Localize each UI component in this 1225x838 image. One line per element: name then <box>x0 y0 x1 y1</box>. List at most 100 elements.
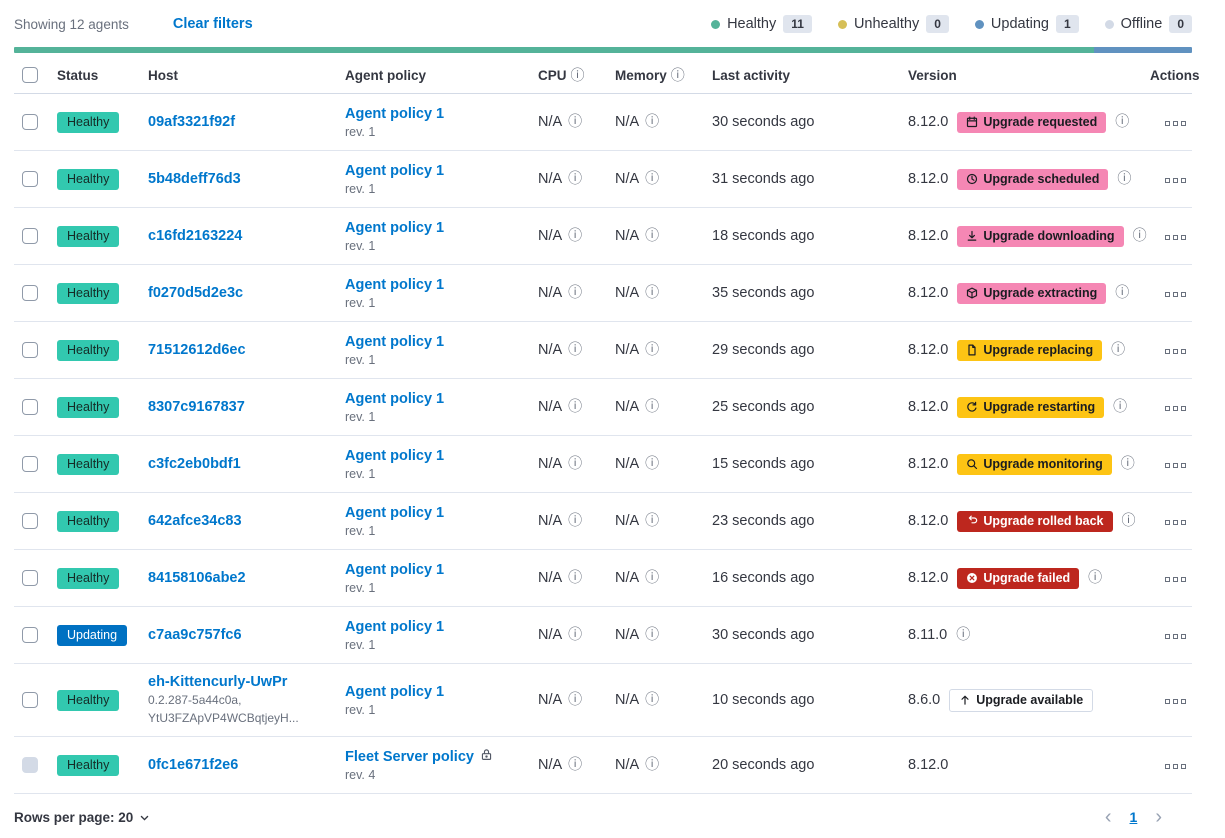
info-icon[interactable]: ⓘ <box>568 399 583 415</box>
row-checkbox[interactable] <box>22 570 38 586</box>
host-link[interactable]: f0270d5d2e3c <box>148 285 244 301</box>
rows-per-page-button[interactable]: Rows per page: 20 <box>14 810 150 825</box>
row-checkbox[interactable] <box>22 456 38 472</box>
host-link[interactable]: c16fd2163224 <box>148 228 243 244</box>
row-checkbox[interactable] <box>22 692 38 708</box>
info-icon[interactable]: ⓘ <box>568 692 583 708</box>
info-icon[interactable]: ⓘ <box>1113 399 1128 415</box>
agent-policy-link[interactable]: Agent policy 1 <box>345 683 445 700</box>
info-icon[interactable]: ⓘ <box>568 228 583 244</box>
version-cell: 8.12.0 Upgrade downloading ⓘ <box>900 207 1147 265</box>
host-link[interactable]: 09af3321f92f <box>148 114 236 130</box>
info-icon[interactable]: ⓘ <box>645 228 660 244</box>
info-icon[interactable]: ⓘ <box>645 627 660 643</box>
row-actions-button[interactable] <box>1163 516 1188 529</box>
info-icon[interactable]: ⓘ <box>645 171 660 187</box>
agent-policy-link[interactable]: Fleet Server policy <box>345 748 474 765</box>
host-link[interactable]: 71512612d6ec <box>148 342 246 358</box>
row-actions-button[interactable] <box>1163 174 1188 187</box>
previous-page-button[interactable]: ‹ <box>1104 806 1112 828</box>
page-1-button[interactable]: 1 <box>1129 809 1138 825</box>
info-icon[interactable]: ⓘ <box>1115 114 1130 130</box>
info-icon[interactable]: ⓘ <box>568 171 583 187</box>
host-link[interactable]: eh-Kittencurly-UwPr <box>148 674 288 690</box>
clear-filters-button[interactable]: Clear filters <box>172 16 253 32</box>
host-link[interactable]: 642afce34c83 <box>148 513 242 529</box>
host-link[interactable]: 8307c9167837 <box>148 399 245 415</box>
info-icon[interactable]: ⓘ <box>1115 285 1130 301</box>
agent-policy-link[interactable]: Agent policy 1 <box>345 618 445 635</box>
row-actions-button[interactable] <box>1163 288 1188 301</box>
info-icon[interactable]: ⓘ <box>645 757 660 773</box>
agent-policy-link[interactable]: Agent policy 1 <box>345 504 445 521</box>
info-icon[interactable]: ⓘ <box>645 285 660 301</box>
info-icon[interactable]: ⓘ <box>1088 570 1103 586</box>
info-icon[interactable]: ⓘ <box>645 399 660 415</box>
version-text: 8.12.0 <box>908 114 949 130</box>
info-icon[interactable]: ⓘ <box>645 114 660 130</box>
version-content: 8.12.0 Upgrade restarting ⓘ <box>908 396 1134 418</box>
row-actions-button[interactable] <box>1163 573 1188 586</box>
info-icon[interactable]: ⓘ <box>568 456 583 472</box>
info-icon[interactable]: ⓘ <box>568 513 583 529</box>
agent-policy-link[interactable]: Agent policy 1 <box>345 276 445 293</box>
row-checkbox[interactable] <box>22 171 38 187</box>
agent-policy-link[interactable]: Agent policy 1 <box>345 219 445 236</box>
info-icon[interactable]: ⓘ <box>1111 342 1126 358</box>
info-icon[interactable]: ⓘ <box>645 456 660 472</box>
host-link[interactable]: 84158106abe2 <box>148 570 246 586</box>
info-icon[interactable]: ⓘ <box>1120 456 1135 472</box>
row-select-cell <box>14 435 49 493</box>
row-checkbox[interactable] <box>22 285 38 301</box>
row-checkbox[interactable] <box>22 114 38 130</box>
info-icon[interactable]: ⓘ <box>670 67 685 84</box>
host-link[interactable]: c7aa9c757fc6 <box>148 627 242 643</box>
info-icon[interactable]: ⓘ <box>1121 513 1136 529</box>
agent-policy-link[interactable]: Agent policy 1 <box>345 162 445 179</box>
host-link[interactable]: 5b48deff76d3 <box>148 171 241 187</box>
row-actions-button[interactable] <box>1163 630 1188 643</box>
row-actions-button[interactable] <box>1163 695 1188 708</box>
legend-item-updating[interactable]: Updating 1 <box>974 15 1079 33</box>
info-icon[interactable]: ⓘ <box>570 67 585 84</box>
row-actions-button[interactable] <box>1163 117 1188 130</box>
legend-item-healthy[interactable]: Healthy 11 <box>711 15 812 33</box>
info-icon[interactable]: ⓘ <box>568 627 583 643</box>
agent-policy-link[interactable]: Agent policy 1 <box>345 390 445 407</box>
next-page-button[interactable]: › <box>1155 806 1162 828</box>
info-icon[interactable]: ⓘ <box>1132 228 1147 244</box>
legend-item-unhealthy[interactable]: Unhealthy 0 <box>837 15 949 33</box>
agent-policy-link[interactable]: Agent policy 1 <box>345 105 445 122</box>
status-cell: Updating <box>49 606 140 664</box>
agent-policy-link[interactable]: Agent policy 1 <box>345 333 445 350</box>
legend-item-offline[interactable]: Offline 0 <box>1104 15 1192 33</box>
row-actions-button[interactable] <box>1163 402 1188 415</box>
metric-text: N/A <box>538 399 563 415</box>
host-link[interactable]: c3fc2eb0bdf1 <box>148 456 241 472</box>
info-icon[interactable]: ⓘ <box>645 342 660 358</box>
row-checkbox[interactable] <box>22 399 38 415</box>
row-checkbox[interactable] <box>22 342 38 358</box>
host-link[interactable]: 0fc1e671f2e6 <box>148 757 239 773</box>
row-checkbox[interactable] <box>22 627 38 643</box>
info-icon[interactable]: ⓘ <box>645 692 660 708</box>
select-all-checkbox[interactable] <box>22 67 38 83</box>
info-icon[interactable]: ⓘ <box>568 570 583 586</box>
row-actions-button[interactable] <box>1163 760 1188 773</box>
info-icon[interactable]: ⓘ <box>568 114 583 130</box>
row-checkbox[interactable] <box>22 228 38 244</box>
info-icon[interactable]: ⓘ <box>645 570 660 586</box>
info-icon[interactable]: ⓘ <box>645 513 660 529</box>
info-icon[interactable]: ⓘ <box>568 342 583 358</box>
info-icon[interactable]: ⓘ <box>568 285 583 301</box>
row-actions-button[interactable] <box>1163 345 1188 358</box>
row-actions-button[interactable] <box>1163 231 1188 244</box>
agent-policy-link[interactable]: Agent policy 1 <box>345 561 445 578</box>
row-checkbox[interactable] <box>22 513 38 529</box>
info-icon[interactable]: ⓘ <box>1117 171 1132 187</box>
agent-policy-link[interactable]: Agent policy 1 <box>345 447 445 464</box>
info-icon[interactable]: ⓘ <box>956 627 971 643</box>
row-actions-button[interactable] <box>1163 459 1188 472</box>
info-icon[interactable]: ⓘ <box>568 757 583 773</box>
metric-value: N/A ⓘ <box>538 399 599 415</box>
